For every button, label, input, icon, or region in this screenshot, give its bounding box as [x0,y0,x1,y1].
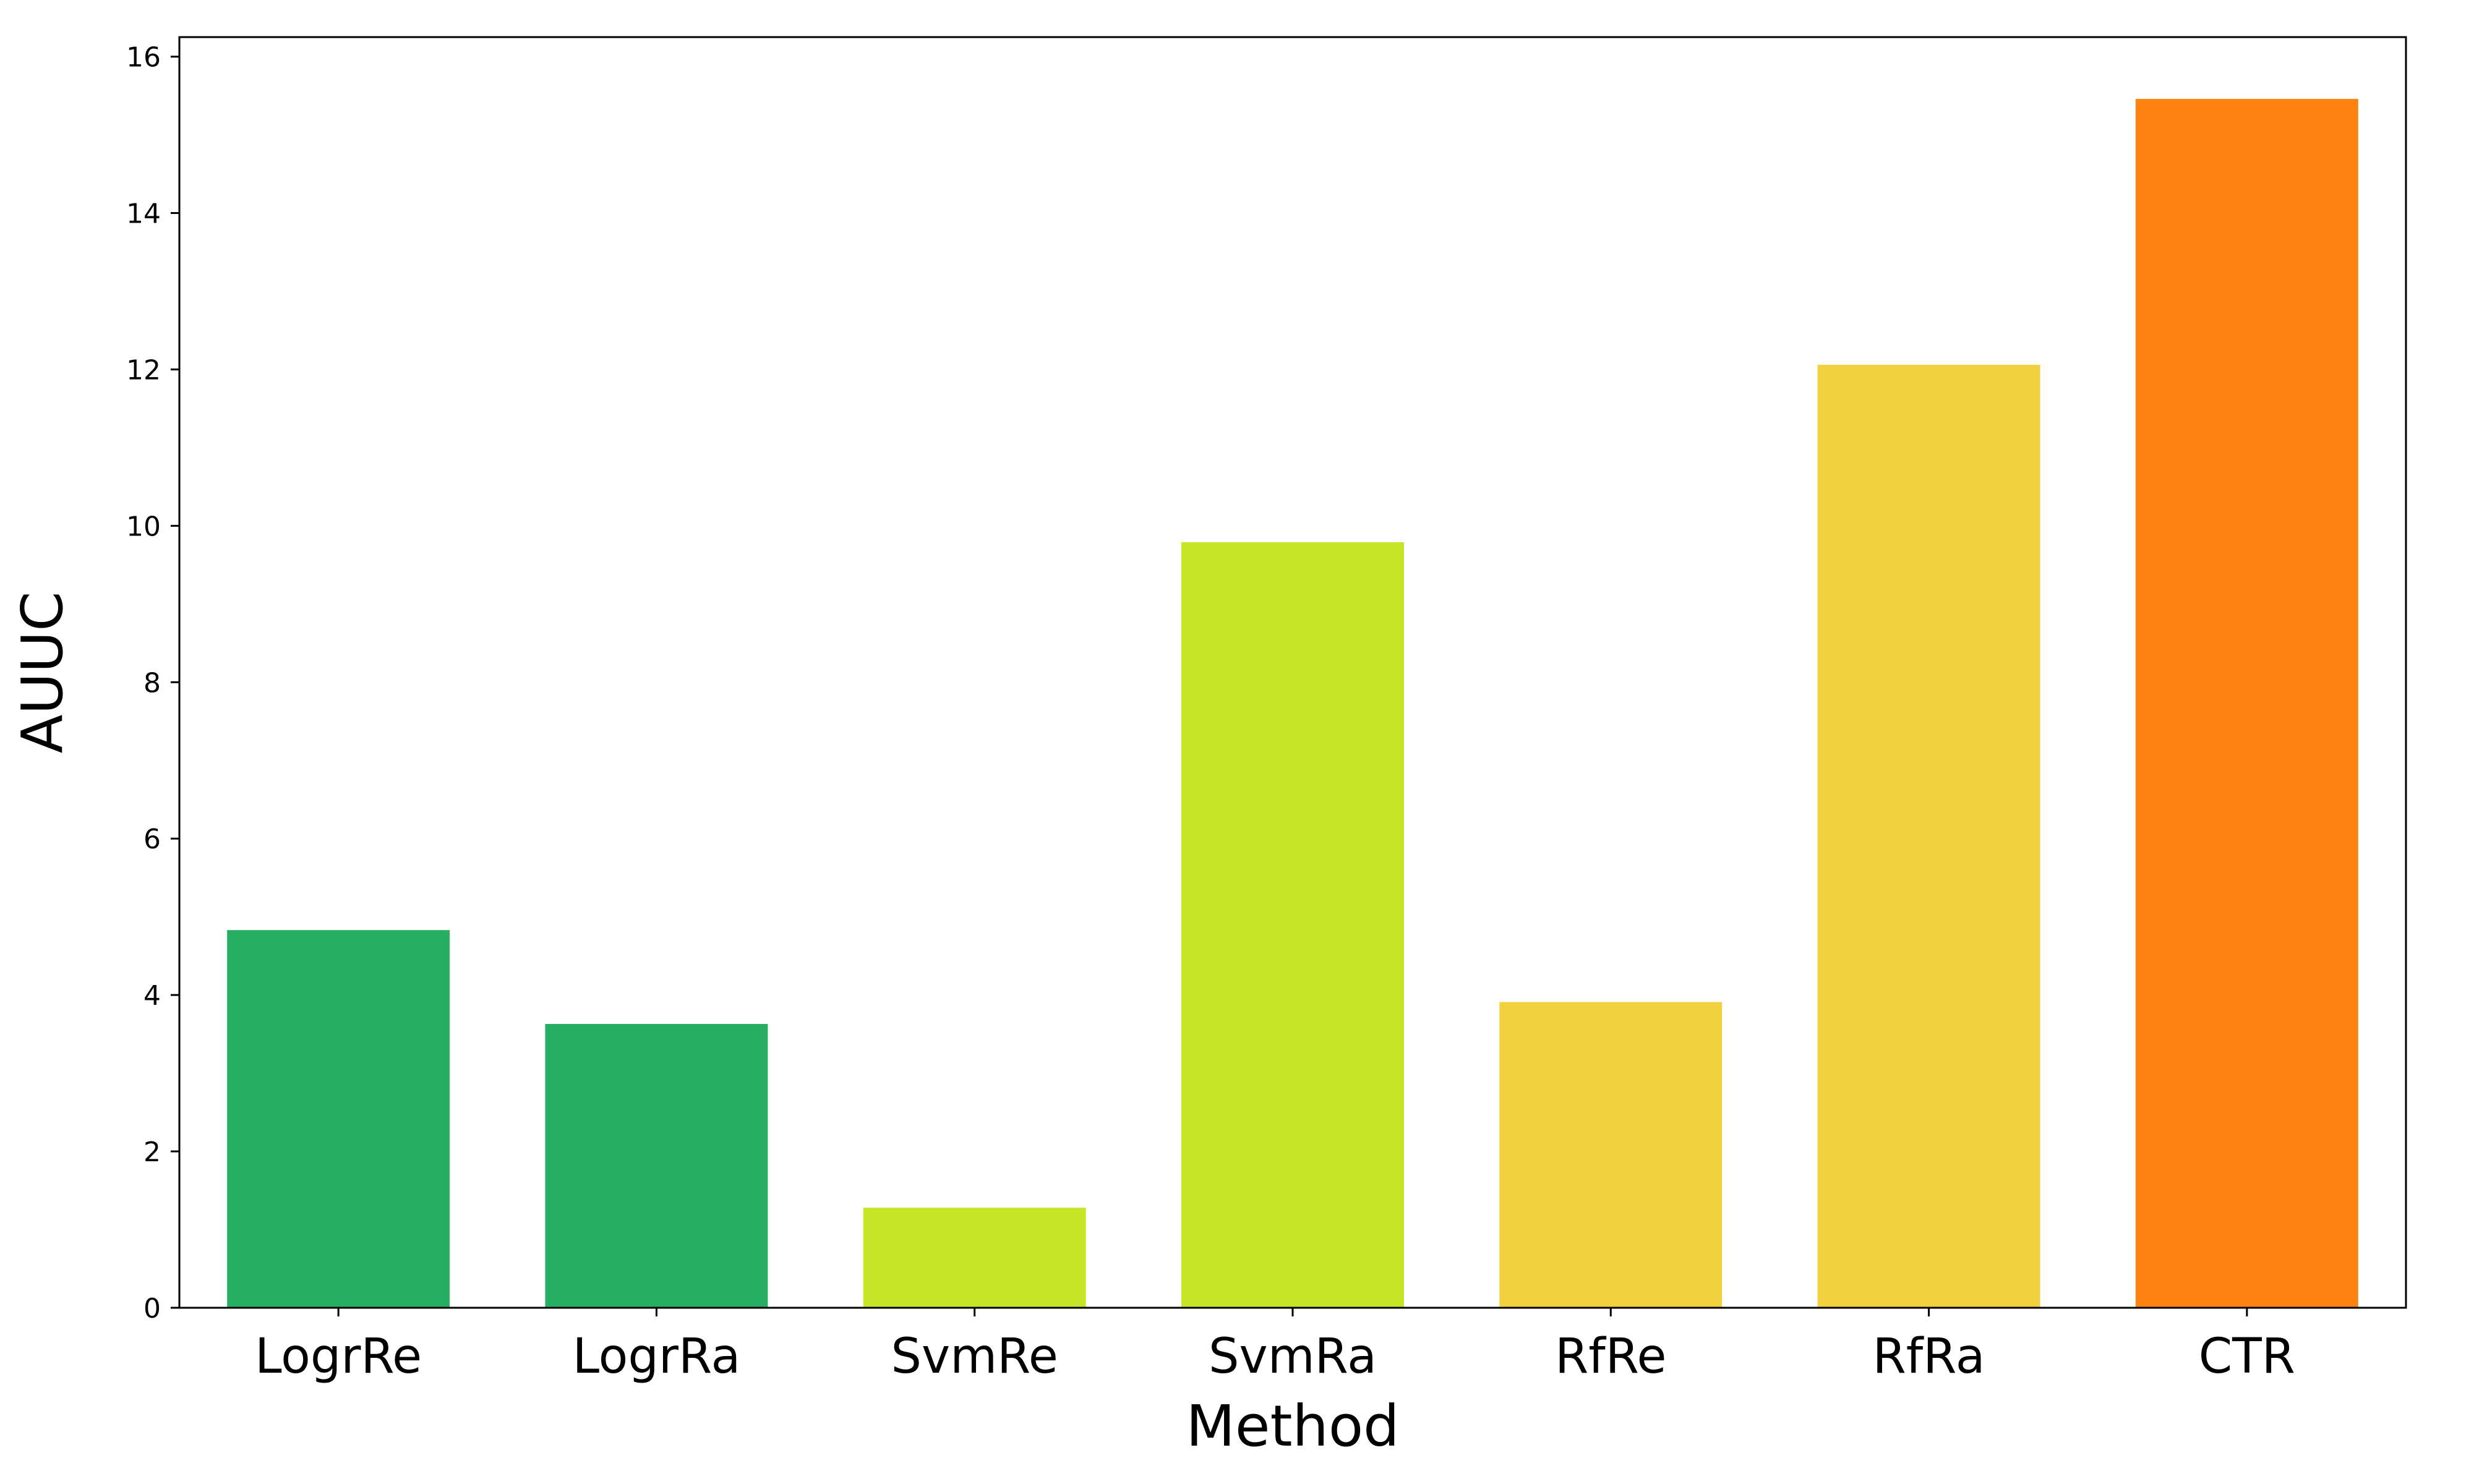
bar-rfre [1499,1002,1723,1308]
x-axis-title: Method [1186,1393,1399,1459]
bar-svmra [1181,542,1404,1308]
bars-group [227,98,2358,1308]
bar-svmre [863,1208,1086,1308]
x-tick-label-logrra: LogrRa [573,1329,741,1384]
x-tick-label-rfre: RfRe [1555,1329,1666,1384]
y-tick-label: 10 [126,511,161,542]
bar-rfra [1817,364,2040,1308]
x-tick-label-svmre: SvmRe [891,1329,1058,1384]
y-tick-label: 6 [143,824,161,855]
x-axis-ticks: LogrRe LogrRa SvmRe SvmRa RfRe RfRa CTR [255,1308,2295,1384]
bar-logrre [227,930,450,1308]
y-tick-label: 12 [126,354,161,386]
x-tick-label-svmra: SvmRa [1209,1329,1377,1384]
y-tick-label: 2 [143,1136,161,1168]
y-tick-label: 8 [143,667,161,699]
y-axis-ticks: 0 2 4 6 8 10 12 14 16 [126,42,179,1324]
plot-frame [178,36,2407,1309]
y-axis-title: AUUC [9,592,75,754]
x-tick-label-rfra: RfRa [1873,1329,1985,1384]
x-tick-label-logrre: LogrRe [255,1329,422,1384]
y-tick-label: 0 [143,1293,161,1324]
bar-logrra [545,1023,768,1308]
y-tick-label: 14 [126,198,161,230]
bar-ctr [2135,98,2358,1308]
y-tick-label: 4 [143,980,161,1012]
x-tick-label-ctr: CTR [2199,1329,2295,1384]
y-tick-label: 16 [126,42,161,74]
